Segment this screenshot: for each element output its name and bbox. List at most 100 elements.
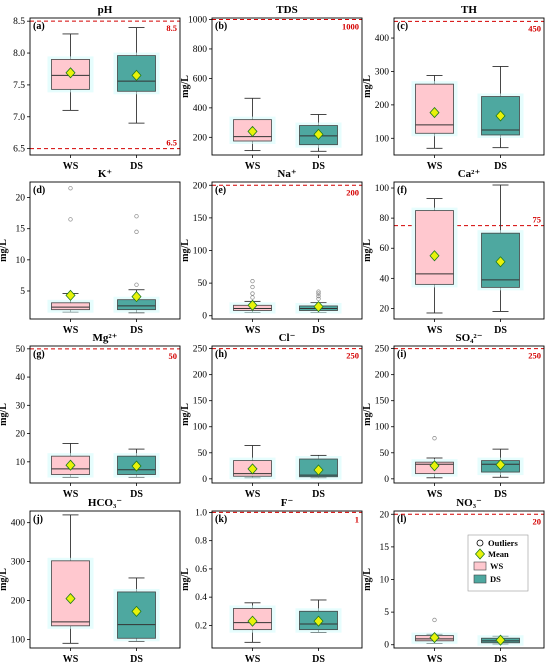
- chart-panel: HCO₃⁻ (j) 100 200 300 400 mg/L WS DS: [0, 497, 181, 665]
- y-tick-label: 400: [375, 34, 390, 44]
- y-tick-label: 40: [380, 274, 390, 284]
- y-tick-label: 50: [198, 449, 208, 459]
- outlier-point: [134, 282, 139, 287]
- x-tick-label: DS: [130, 325, 143, 336]
- y-tick-label: 100: [193, 247, 208, 257]
- y-tick-label: 100: [193, 423, 208, 433]
- plot-frame: [211, 17, 363, 156]
- mean-marker: [65, 592, 76, 605]
- limit-label: 75: [533, 215, 542, 225]
- x-tick-label: DS: [312, 489, 325, 500]
- mean-marker: [313, 128, 324, 140]
- limit-label: 250: [528, 351, 541, 361]
- y-tick-label: 20: [380, 510, 390, 520]
- outlier-point: [316, 296, 321, 301]
- chart-panel: Na⁺ (e) 0 50 100 150 200 mg/L WS DS 200: [180, 168, 363, 336]
- limit-label: 200: [346, 187, 359, 197]
- panel-letter: (k): [215, 514, 227, 525]
- y-tick-label: 150: [193, 397, 208, 407]
- y-tick-label: 30: [16, 401, 26, 411]
- x-tick-label: WS: [245, 325, 261, 336]
- chart-title: Ca²⁺: [458, 168, 481, 180]
- y-tick-label: 80: [380, 214, 390, 224]
- mean-marker: [247, 299, 258, 311]
- y-tick-label: 200: [11, 597, 26, 607]
- outlier-point: [68, 186, 73, 191]
- y-tick-label: 0: [202, 312, 207, 322]
- mean-marker: [65, 289, 76, 301]
- y-tick-label: 20: [380, 304, 390, 314]
- y-tick-label: 250: [193, 345, 208, 355]
- y-axis-label: mg/L: [180, 75, 191, 98]
- panel-letter: (c): [397, 21, 408, 32]
- outlier-point: [316, 294, 321, 299]
- y-axis-label: mg/L: [0, 239, 9, 262]
- limit-label: 8.5: [166, 23, 177, 33]
- chart-title: TH: [461, 4, 477, 16]
- plot-frame: [393, 345, 545, 484]
- plot-frame: [211, 345, 363, 484]
- y-tick-label: 800: [193, 45, 208, 55]
- y-tick-label: 40: [16, 373, 26, 383]
- mean-marker: [495, 256, 506, 268]
- chart-panels: pH(a)6.57.07.58.08.5WS DS8.56.5TDS(b)2004…: [0, 4, 545, 665]
- y-tick-label: 15: [380, 543, 390, 553]
- x-tick-label: WS: [63, 325, 79, 336]
- limit-label: 6.5: [166, 138, 177, 148]
- mean-marker: [131, 460, 142, 472]
- chart-panel: TH (c) 100 200 300 400 mg/L WS DS 450: [362, 4, 545, 172]
- y-tick-label: 0: [384, 641, 389, 651]
- chart-panel: pH (a) 6.5 7.0 7.5 8.0 8.5 WS DS 8.5 6.5: [13, 4, 181, 172]
- outlier-point: [134, 214, 139, 219]
- x-tick-label: WS: [427, 489, 443, 500]
- y-tick-label: 150: [375, 397, 390, 407]
- chart-panel: Mg²⁺ (g) 10 20 30 40 50 mg/L WS DS 50: [0, 332, 181, 500]
- y-tick-label: 300: [375, 67, 390, 77]
- chart-panel: Cl⁻ (h) 0 50 100 150 200 250 mg/L WS DS 250: [180, 332, 363, 500]
- legend-ws-swatch: [473, 561, 487, 571]
- panel-letter: (l): [397, 514, 406, 525]
- mean-marker: [429, 250, 440, 262]
- mean-marker: [131, 605, 142, 618]
- legend-ds-label: DS: [490, 574, 501, 584]
- x-tick-label: DS: [130, 161, 143, 172]
- x-tick-label: WS: [63, 489, 79, 500]
- chart-title: Cl⁻: [279, 332, 296, 344]
- mean-marker: [247, 463, 258, 475]
- legend-mean-label: Mean: [488, 549, 509, 559]
- mean-marker: [65, 459, 76, 471]
- legend-mean-marker: [474, 548, 486, 560]
- y-tick-label: 100: [375, 423, 390, 433]
- limit-label: 20: [533, 516, 542, 526]
- y-tick-label: 5: [384, 608, 389, 618]
- plot-frame: [29, 345, 181, 484]
- outlier-point: [134, 229, 139, 234]
- y-tick-label: 8.0: [13, 49, 25, 59]
- y-tick-label: 250: [375, 345, 390, 355]
- box: [51, 302, 90, 311]
- x-tick-label: DS: [494, 161, 507, 172]
- mean-marker: [495, 634, 506, 646]
- chart-panel: SO₄²⁻ (i) 0 50 100 150 200 250 mg/L WS DS 250: [362, 332, 545, 500]
- y-tick-label: 100: [375, 184, 390, 194]
- plot-frame: [211, 510, 363, 649]
- x-tick-label: DS: [130, 489, 143, 500]
- x-tick-label: DS: [494, 489, 507, 500]
- x-tick-label: DS: [494, 325, 507, 336]
- y-axis-label: mg/L: [362, 403, 373, 426]
- y-tick-label: 0.2: [195, 621, 207, 631]
- chart-panel: K⁺ (d) 5 10 15 20 mg/L WS DS: [0, 168, 181, 336]
- outlier-point: [432, 436, 437, 441]
- mean-marker: [429, 460, 440, 472]
- y-tick-label: 10: [16, 458, 26, 468]
- plot-frame: [29, 17, 181, 156]
- x-tick-label: WS: [427, 654, 443, 665]
- mean-marker: [247, 615, 258, 627]
- y-axis-label: mg/L: [0, 568, 9, 591]
- panel-letter: (b): [215, 21, 227, 32]
- mean-marker: [313, 464, 324, 476]
- chart-title: Mg²⁺: [93, 332, 118, 344]
- y-tick-label: 300: [11, 558, 26, 568]
- mean-marker: [313, 615, 324, 627]
- mean-marker: [495, 110, 506, 122]
